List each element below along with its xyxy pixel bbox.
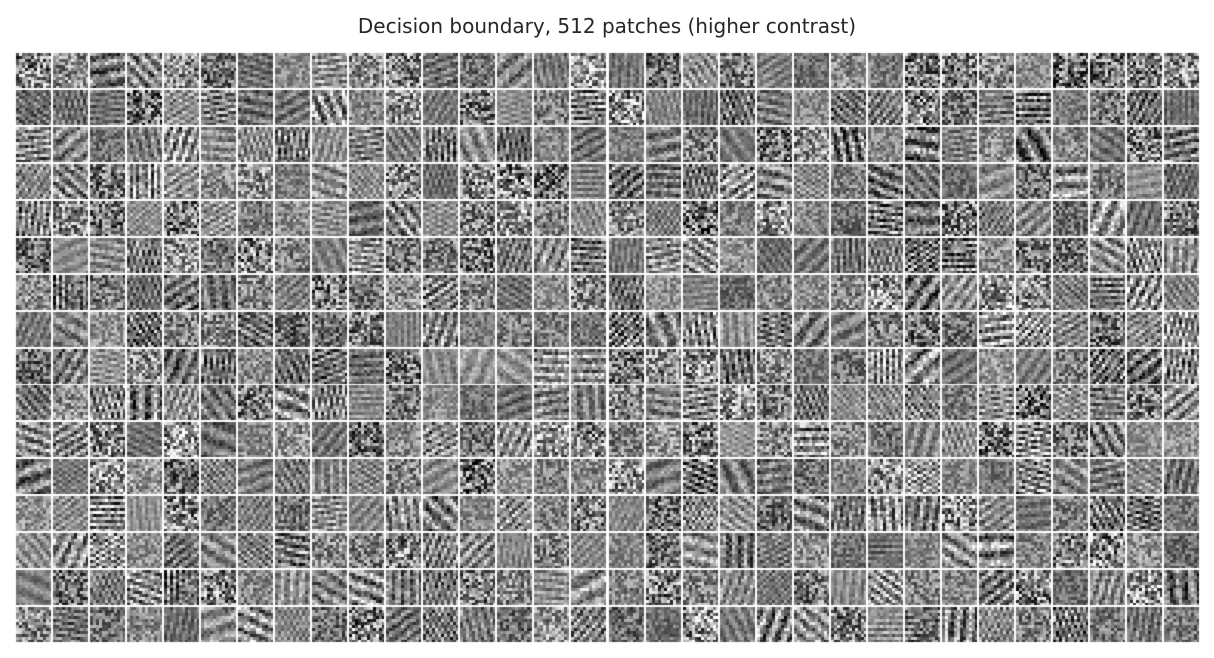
- patch-mosaic-image: [15, 52, 1200, 643]
- figure-title: Decision boundary, 512 patches (higher c…: [357, 14, 857, 38]
